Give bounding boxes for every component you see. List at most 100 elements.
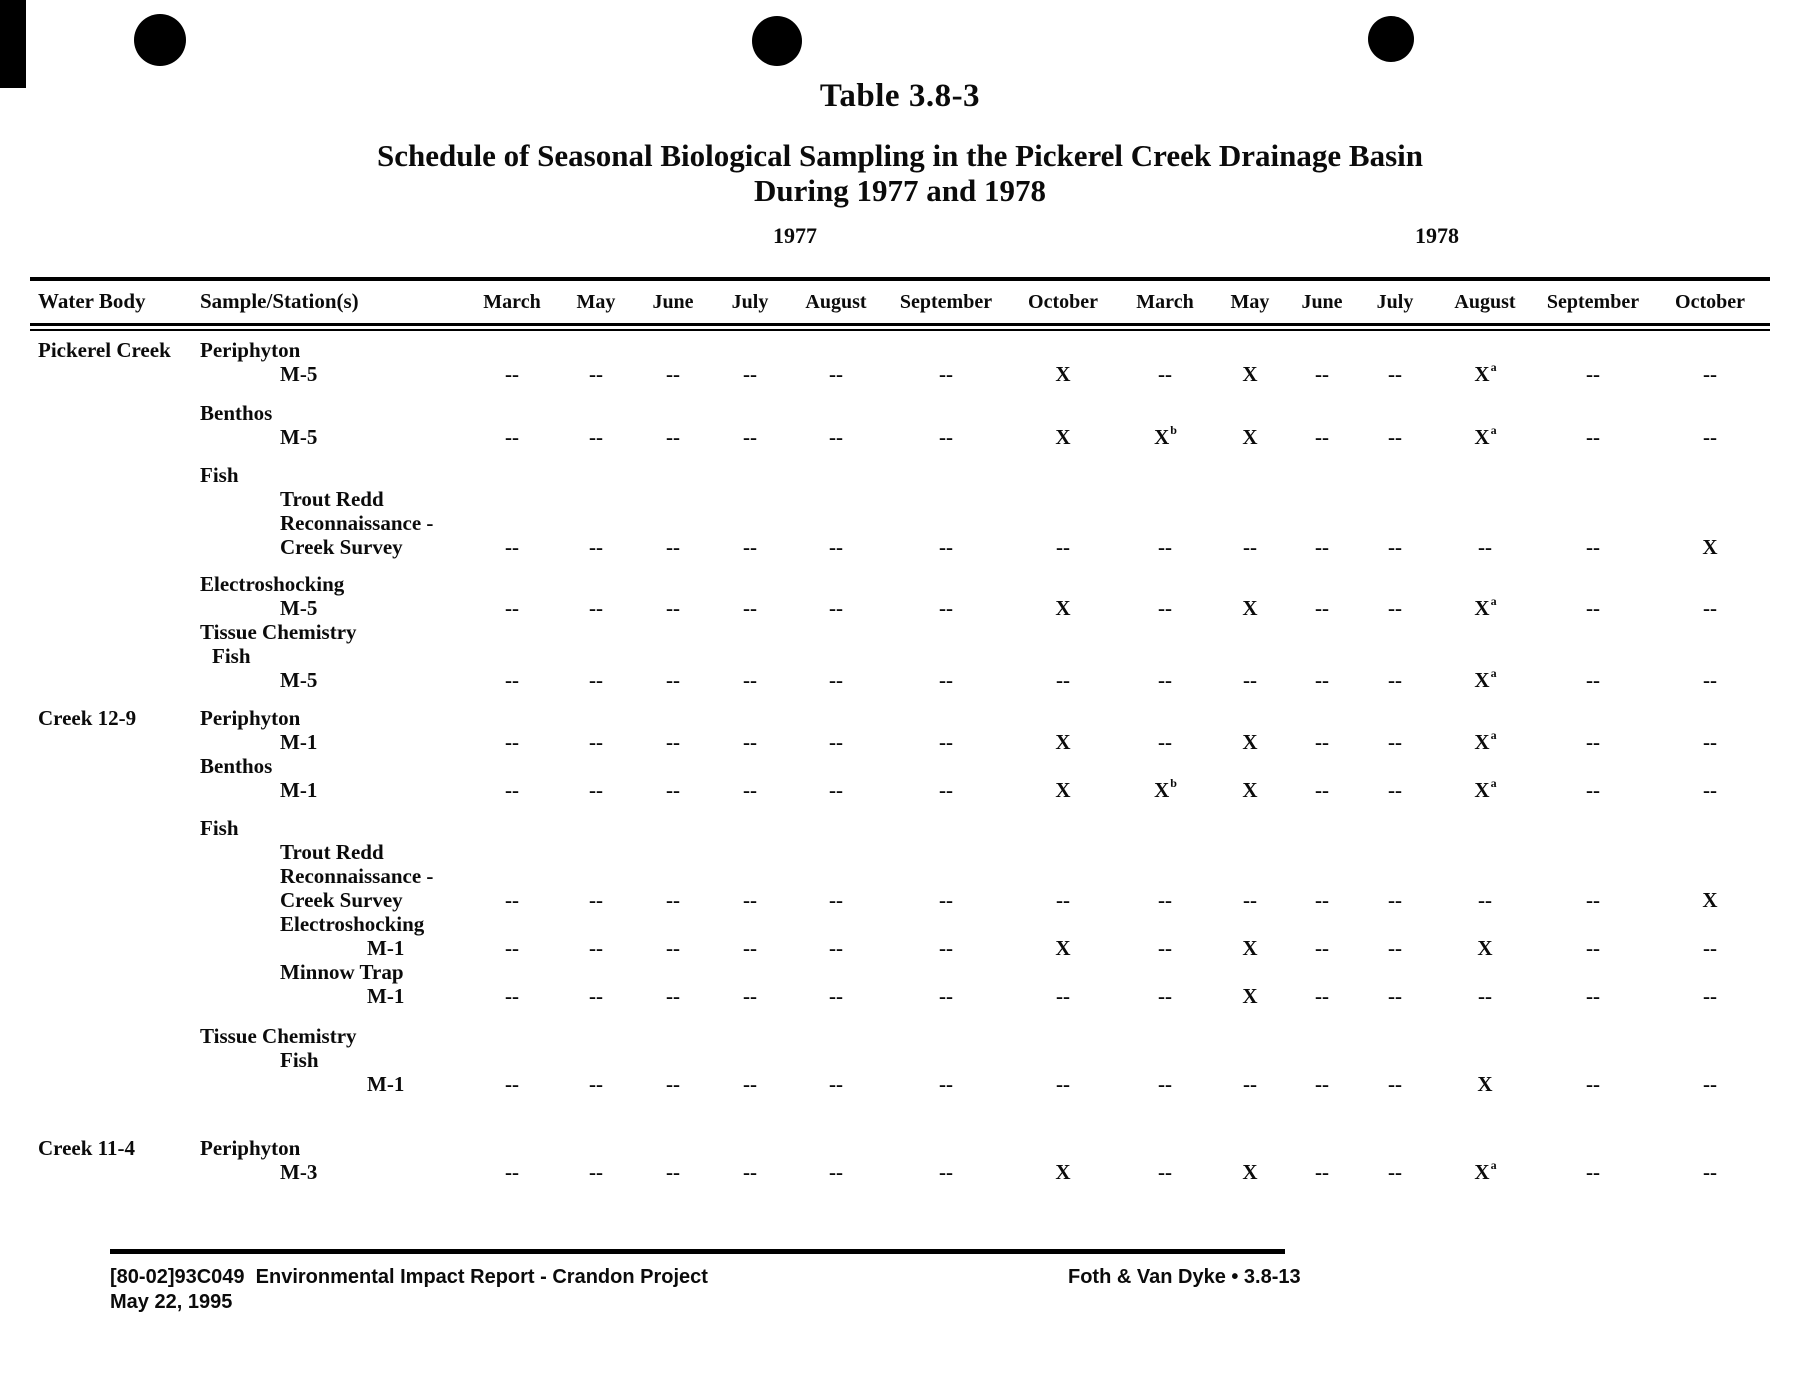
no-sample-mark: -- <box>743 596 757 620</box>
no-sample-mark: -- <box>505 984 519 1008</box>
no-sample-mark: -- <box>829 668 843 692</box>
row-label: Periphyton <box>200 1136 301 1160</box>
table-line: M-5 -- -- -- -- -- -- -- -- -- -- -- Xa -- -- <box>30 666 1770 692</box>
no-sample-mark: -- <box>1158 362 1172 386</box>
footer-page-ref: Foth & Van Dyke • 3.8-13 <box>1068 1266 1301 1288</box>
scan-edge-artifact <box>0 0 26 88</box>
no-sample-mark: -- <box>1703 778 1717 802</box>
no-sample-mark: -- <box>939 362 953 386</box>
no-sample-mark: -- <box>666 1072 680 1096</box>
month-header-1977-march: March <box>483 291 541 313</box>
no-sample-mark: -- <box>829 596 843 620</box>
row-label: M-5 <box>280 668 318 692</box>
no-sample-mark: -- <box>1158 596 1172 620</box>
document-title: Schedule of Seasonal Biological Sampling… <box>0 138 1800 208</box>
no-sample-mark: -- <box>1586 535 1600 559</box>
row-label: Benthos <box>200 754 273 778</box>
no-sample-mark: -- <box>1315 362 1329 386</box>
sample-mark: X <box>1055 1160 1071 1184</box>
no-sample-mark: -- <box>1586 668 1600 692</box>
sample-mark: Xa <box>1474 666 1497 692</box>
no-sample-mark: -- <box>1158 1072 1172 1096</box>
row-label: Benthos <box>200 401 273 425</box>
no-sample-mark: -- <box>1315 668 1329 692</box>
no-sample-mark: -- <box>939 535 953 559</box>
no-sample-mark: -- <box>589 1072 603 1096</box>
sample-mark: Xa <box>1474 1158 1497 1184</box>
row-label: M-1 <box>367 984 405 1008</box>
no-sample-mark: -- <box>1158 1160 1172 1184</box>
no-sample-mark: -- <box>1586 1160 1600 1184</box>
table-line: Reconnaissance - <box>30 864 1770 888</box>
no-sample-mark: -- <box>1478 888 1492 912</box>
month-header-1978-october: October <box>1675 291 1745 313</box>
no-sample-mark: -- <box>939 778 953 802</box>
water-body-label: Pickerel Creek <box>38 338 171 362</box>
no-sample-mark: -- <box>505 888 519 912</box>
no-sample-mark: -- <box>829 535 843 559</box>
no-sample-mark: -- <box>1388 984 1402 1008</box>
sample-mark: X <box>1702 888 1718 912</box>
no-sample-mark: -- <box>666 778 680 802</box>
no-sample-mark: -- <box>1388 362 1402 386</box>
no-sample-mark: -- <box>589 362 603 386</box>
no-sample-mark: -- <box>1388 596 1402 620</box>
sampling-schedule-table: 1977 1978 Water Body Sample/Station(s) Ma… <box>30 215 1770 1184</box>
sample-mark: X <box>1242 778 1258 802</box>
no-sample-mark: -- <box>666 936 680 960</box>
row-label: M-5 <box>280 596 318 620</box>
no-sample-mark: -- <box>1388 888 1402 912</box>
year-group-header-row: 1977 1978 <box>30 215 1770 249</box>
no-sample-mark: -- <box>1315 730 1329 754</box>
row-label: Trout Redd <box>280 840 384 864</box>
no-sample-mark: -- <box>1388 730 1402 754</box>
no-sample-mark: -- <box>1703 668 1717 692</box>
month-header-1977-june: June <box>652 291 694 313</box>
row-label: M-5 <box>280 362 318 386</box>
table-line: Creek Survey -- -- -- -- -- -- -- -- -- -- -- -- -- X <box>30 535 1770 559</box>
table-line: Reconnaissance - <box>30 511 1770 535</box>
footer-doc-ref: [80-02]93C049 Environmental Impact Repor… <box>110 1266 708 1288</box>
table-line: Trout Redd <box>30 487 1770 511</box>
no-sample-mark: -- <box>589 984 603 1008</box>
no-sample-mark: -- <box>505 362 519 386</box>
no-sample-mark: -- <box>589 1160 603 1184</box>
row-label: Electroshocking <box>280 912 425 936</box>
no-sample-mark: -- <box>1586 730 1600 754</box>
no-sample-mark: -- <box>505 668 519 692</box>
no-sample-mark: -- <box>1478 535 1492 559</box>
no-sample-mark: -- <box>1388 1160 1402 1184</box>
no-sample-mark: -- <box>829 1072 843 1096</box>
hole-punch-dot <box>752 16 802 66</box>
row-label: Fish <box>212 644 251 668</box>
table-line: Creek 11-4 Periphyton <box>30 1136 1770 1160</box>
hole-punch-dot <box>1368 16 1414 62</box>
no-sample-mark: -- <box>743 730 757 754</box>
title-line-1: Schedule of Seasonal Biological Sampling… <box>376 138 1423 173</box>
no-sample-mark: -- <box>829 888 843 912</box>
no-sample-mark: -- <box>829 730 843 754</box>
no-sample-mark: -- <box>939 668 953 692</box>
table-line: Tissue Chemistry <box>30 1024 1770 1048</box>
table-line: M-1 -- -- -- -- -- -- X -- X -- -- X -- -- <box>30 936 1770 960</box>
row-label: Reconnaissance - <box>280 511 434 535</box>
table-line: Benthos <box>30 401 1770 425</box>
sample-mark: Xa <box>1474 594 1497 620</box>
no-sample-mark: -- <box>1243 535 1257 559</box>
no-sample-mark: -- <box>939 596 953 620</box>
no-sample-mark: -- <box>666 668 680 692</box>
no-sample-mark: -- <box>1388 535 1402 559</box>
no-sample-mark: -- <box>1315 596 1329 620</box>
month-header-1977-july: July <box>731 291 769 313</box>
no-sample-mark: -- <box>1315 1072 1329 1096</box>
no-sample-mark: -- <box>1315 535 1329 559</box>
table-line: Tissue Chemistry <box>30 620 1770 644</box>
month-header-1978-march: March <box>1136 291 1194 313</box>
month-header-1978-september: September <box>1546 291 1640 313</box>
table-line: Fish <box>30 1048 1770 1072</box>
no-sample-mark: -- <box>1158 730 1172 754</box>
no-sample-mark: -- <box>666 425 680 449</box>
no-sample-mark: -- <box>666 730 680 754</box>
table-line: M-1 -- -- -- -- -- -- -- -- -- -- -- X -- -- <box>30 1072 1770 1096</box>
no-sample-mark: -- <box>589 778 603 802</box>
